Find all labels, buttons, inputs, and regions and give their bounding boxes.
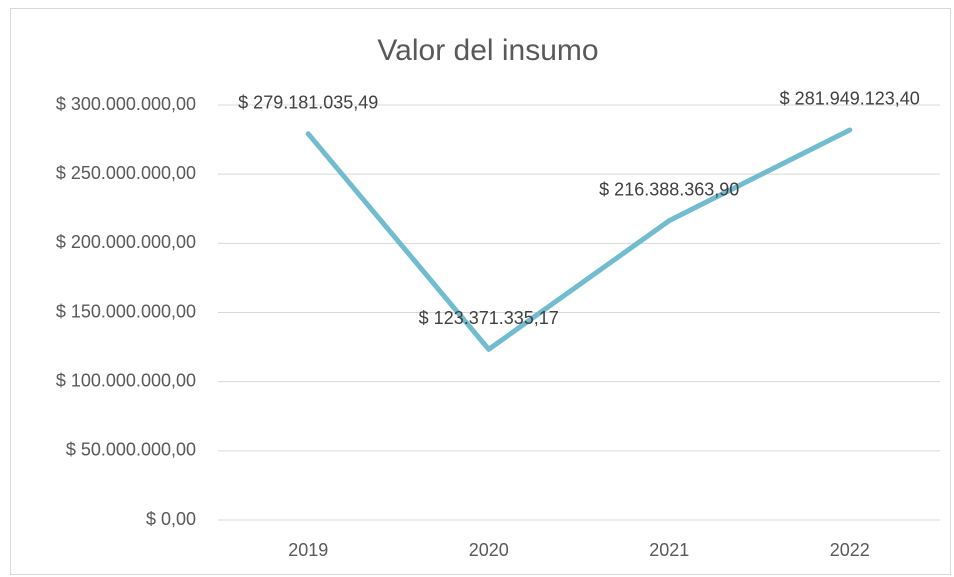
data-label: $ 279.181.035,49 xyxy=(238,93,378,113)
y-tick-label: $ 250.000.000,00 xyxy=(56,163,196,183)
y-tick-label: $ 300.000.000,00 xyxy=(56,94,196,114)
x-tick-label: 2020 xyxy=(469,540,509,560)
y-tick-label: $ 0,00 xyxy=(146,509,196,529)
chart-frame xyxy=(10,8,951,575)
x-tick-label: 2019 xyxy=(288,540,328,560)
x-tick-label: 2022 xyxy=(830,540,870,560)
x-tick-label: 2021 xyxy=(649,540,689,560)
series-line xyxy=(305,127,853,352)
y-tick-label: $ 200.000.000,00 xyxy=(56,232,196,252)
y-tick-label: $ 50.000.000,00 xyxy=(66,440,196,460)
y-tick-label: $ 100.000.000,00 xyxy=(56,370,196,390)
data-label: $ 281.949.123,40 xyxy=(780,89,920,109)
data-label: $ 123.371.335,17 xyxy=(419,308,559,328)
y-tick-label: $ 150.000.000,00 xyxy=(56,301,196,321)
chart-title: Valor del insumo xyxy=(377,34,598,67)
data-label: $ 216.388.363,90 xyxy=(599,179,739,199)
